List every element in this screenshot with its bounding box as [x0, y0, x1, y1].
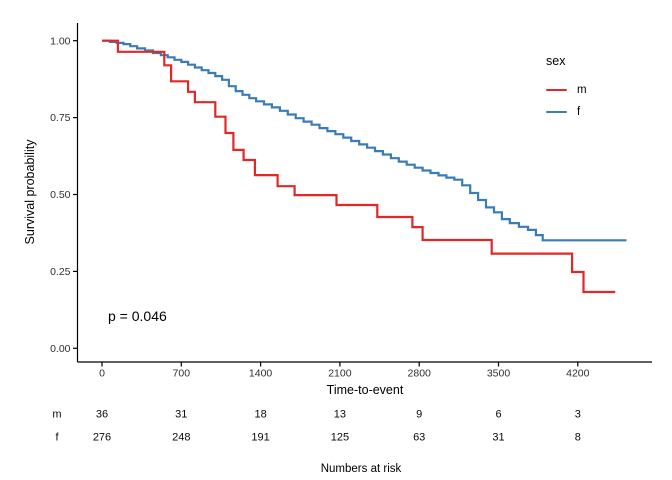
risk-count: 6: [495, 409, 501, 421]
x-tick-label: 4200: [566, 368, 590, 380]
risk-count: 31: [175, 409, 187, 421]
risk-count: 63: [413, 432, 425, 444]
y-tick-label: 0.25: [50, 266, 71, 278]
legend-item-f: f: [546, 101, 587, 123]
risk-row-label-m: m: [52, 409, 61, 421]
risk-count: 191: [251, 432, 269, 444]
risk-count: 36: [96, 409, 108, 421]
p-value-annotation: p = 0.046: [108, 308, 167, 324]
y-tick-label: 0.50: [50, 189, 71, 201]
risk-count: 248: [172, 432, 190, 444]
legend-title: sex: [546, 54, 566, 68]
risk-table-caption: Numbers at risk: [320, 463, 402, 475]
x-axis-title: Time-to-event: [326, 383, 404, 397]
x-tick-label: 3500: [487, 368, 511, 380]
risk-count: 18: [254, 409, 266, 421]
y-tick-label: 0.75: [50, 112, 71, 124]
survival-curve-f: [102, 39, 627, 242]
risk-row-label-f: f: [55, 432, 59, 444]
risk-count: 125: [331, 432, 349, 444]
legend-item-m: m: [546, 79, 587, 101]
risk-table-values: m 36 31 18 13 9 6 3f 276 248 191 125 63 31 8: [52, 409, 580, 444]
x-tick-label: 2100: [328, 368, 352, 380]
legend-key-line-m: [546, 88, 567, 92]
y-axis-title: Survival probability: [23, 139, 37, 245]
risk-count: 8: [575, 432, 581, 444]
x-tick-label: 1400: [249, 368, 273, 380]
risk-count: 31: [492, 432, 504, 444]
y-tick-label: 0.00: [50, 343, 71, 355]
risk-count: 3: [575, 409, 581, 421]
axis-tick-labels: 0.00 0.25 0.50 0.75 1.00 0 700 1400 2100 2800 3500…: [50, 35, 590, 379]
legend: sex m f: [546, 54, 587, 123]
risk-count: 13: [334, 409, 346, 421]
x-tick-label: 700: [173, 368, 191, 380]
x-tick-label: 2800: [408, 368, 432, 380]
legend-label-f: f: [577, 106, 581, 118]
risk-count: 9: [416, 409, 422, 421]
survival-curves: [102, 39, 627, 294]
risk-count: 276: [93, 432, 111, 444]
x-tick-label: 0: [99, 368, 105, 380]
survival-curve-m: [102, 39, 616, 294]
legend-label-m: m: [577, 84, 587, 96]
axes: [73, 23, 652, 367]
y-tick-label: 1.00: [50, 35, 71, 47]
legend-key-line-f: [546, 110, 567, 114]
